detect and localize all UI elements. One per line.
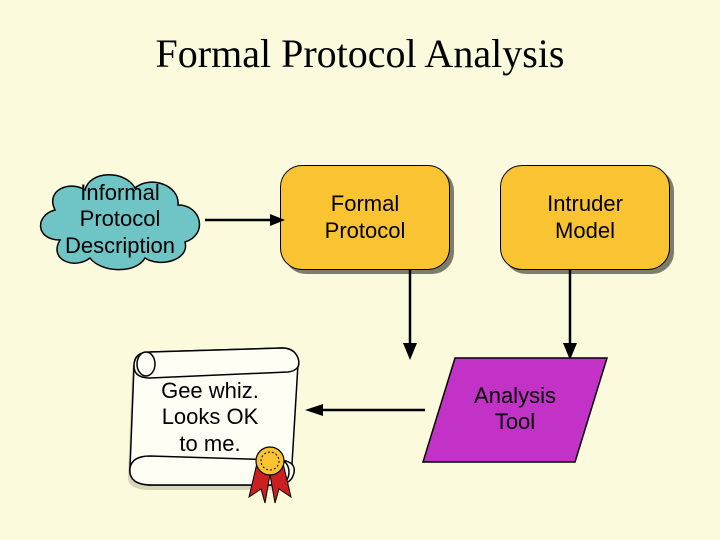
node-informal-cloud: Informal Protocol Description (30, 160, 210, 280)
node-formal-protocol: Formal Protocol (280, 165, 450, 270)
node-analysis-tool-label: Analysis Tool (420, 383, 610, 436)
arrow-informal-to-formal (205, 210, 285, 230)
page-title: Formal Protocol Analysis (0, 30, 720, 77)
arrow-formal-to-tool (395, 270, 425, 360)
arrow-tool-to-scroll (305, 400, 425, 420)
node-analysis-tool: Analysis Tool (420, 355, 610, 465)
award-ribbon-icon (245, 445, 295, 505)
arrow-intruder-to-tool (555, 270, 585, 360)
node-intruder-label: Intruder Model (547, 191, 623, 244)
node-informal-label: Informal Protocol Description (30, 180, 210, 259)
node-formal-label: Formal Protocol (325, 191, 406, 244)
node-intruder-model: Intruder Model (500, 165, 670, 270)
